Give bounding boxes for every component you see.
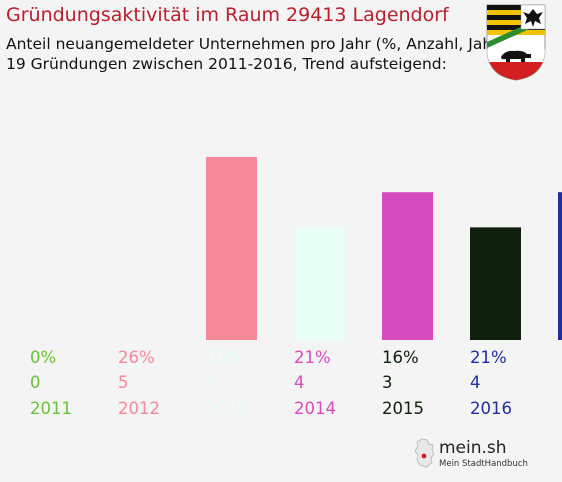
germany-map-icon xyxy=(414,438,435,468)
bar-2014 xyxy=(382,192,433,340)
year-label-2015: 2015 xyxy=(382,399,424,418)
bar-2016 xyxy=(558,192,562,340)
count-label-2016: 4 xyxy=(470,373,481,392)
year-label-2013: 2013 xyxy=(206,399,248,418)
chart-subtitle: Anteil neuangemeldeter Unternehmen pro J… xyxy=(6,34,505,74)
bar-2013 xyxy=(294,227,345,340)
year-label-2012: 2012 xyxy=(118,399,160,418)
count-label-2011: 0 xyxy=(30,373,41,392)
subtitle-line-1: Anteil neuangemeldeter Unternehmen pro J… xyxy=(6,35,505,53)
percent-label-2011: 0% xyxy=(30,348,56,367)
count-label-2014: 4 xyxy=(294,373,305,392)
percent-label-2016: 21% xyxy=(470,348,507,367)
percent-label-2012: 26% xyxy=(118,348,155,367)
percent-label-2014: 21% xyxy=(294,348,331,367)
percent-label-2015: 16% xyxy=(382,348,419,367)
logo-name: mein.sh xyxy=(439,438,507,458)
count-label-2013: 3 xyxy=(206,373,217,392)
bar-2015 xyxy=(470,227,521,340)
chart-title: Gründungsaktivität im Raum 29413 Lagendo… xyxy=(6,4,449,26)
percent-label-2013: 16% xyxy=(206,348,243,367)
count-label-2015: 3 xyxy=(382,373,393,392)
subtitle-line-2: 19 Gründungen zwischen 2011-2016, Trend … xyxy=(6,55,447,73)
logo-tagline: Mein StadtHandbuch xyxy=(439,459,528,469)
year-label-2014: 2014 xyxy=(294,399,336,418)
coat-of-arms-icon xyxy=(486,4,546,81)
bar-2012 xyxy=(206,157,257,340)
count-label-2012: 5 xyxy=(118,373,129,392)
year-label-2016: 2016 xyxy=(470,399,512,418)
year-label-2011: 2011 xyxy=(30,399,72,418)
mein-sh-logo: mein.sh Mein StadtHandbuch xyxy=(410,434,528,474)
